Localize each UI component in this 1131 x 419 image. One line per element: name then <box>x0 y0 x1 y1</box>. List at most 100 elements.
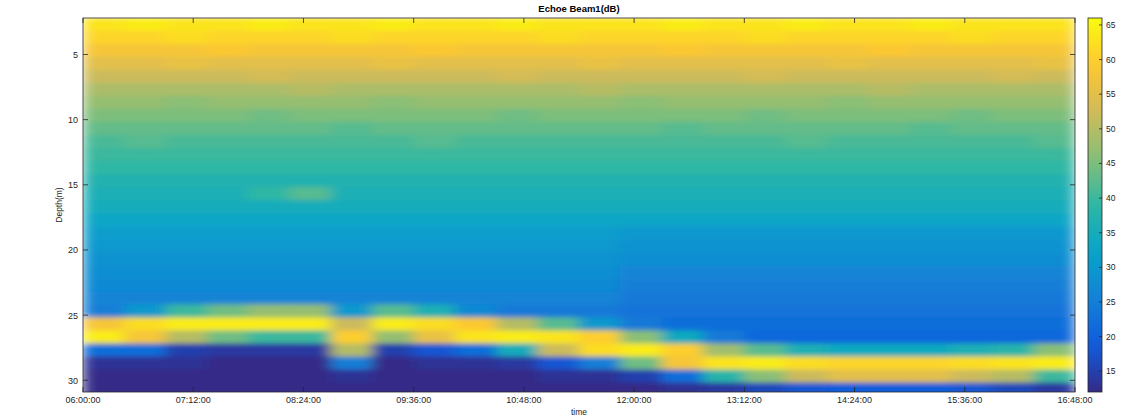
colorbar-tick-label: 40 <box>1106 193 1116 203</box>
heatmap-cell <box>1033 265 1075 279</box>
heatmap-cell <box>413 57 455 71</box>
x-tick <box>744 387 745 392</box>
heatmap-cell <box>413 96 455 110</box>
x-tick <box>854 18 855 23</box>
colorbar-tick <box>1099 94 1102 95</box>
heatmap-cell <box>496 135 538 149</box>
heatmap-cell <box>909 265 951 279</box>
heatmap-cell <box>909 213 951 227</box>
heatmap-cell <box>951 304 993 318</box>
heatmap-cell <box>496 330 538 344</box>
heatmap-cell <box>207 383 249 392</box>
heatmap-cell <box>331 96 373 110</box>
heatmap-cell <box>992 330 1034 344</box>
y-tick-label: 15 <box>68 180 78 190</box>
x-tick <box>634 387 635 392</box>
heatmap-cell <box>372 18 414 31</box>
heatmap-cell <box>289 200 331 214</box>
heatmap-cell <box>868 226 910 240</box>
x-tick <box>634 18 635 23</box>
heatmap-cell <box>744 161 786 175</box>
heatmap-cell <box>455 148 497 162</box>
heatmap-cell <box>124 239 166 253</box>
heatmap-cell <box>744 278 786 292</box>
heatmap-cell <box>992 187 1034 201</box>
heatmap-cell <box>455 317 497 331</box>
heatmap-cell <box>248 213 290 227</box>
heatmap-cell <box>165 278 207 292</box>
heatmap-cell <box>703 278 745 292</box>
heatmap-cell <box>868 96 910 110</box>
colorbar <box>1088 18 1102 392</box>
heatmap-cell <box>537 226 579 240</box>
heatmap-cell <box>1033 96 1075 110</box>
heatmap-cell <box>744 200 786 214</box>
heatmap-cell <box>537 291 579 305</box>
heatmap-cell <box>372 187 414 201</box>
heatmap-cell <box>620 291 662 305</box>
heatmap-cell <box>124 83 166 97</box>
heatmap-cell <box>413 44 455 58</box>
heatmap-cell <box>703 83 745 97</box>
heatmap-cell <box>951 174 993 188</box>
heatmap-cell <box>620 44 662 58</box>
heatmap-cell <box>207 304 249 318</box>
heatmap-cell <box>827 383 869 392</box>
heatmap-cell <box>661 57 703 71</box>
heatmap-cell <box>124 96 166 110</box>
heatmap-cell <box>124 291 166 305</box>
heatmap-cell <box>620 83 662 97</box>
heatmap-cell <box>579 278 621 292</box>
heatmap-cell <box>744 135 786 149</box>
heatmap-cell <box>289 357 331 371</box>
heatmap-cell <box>744 383 786 392</box>
plot-frame <box>83 18 1075 392</box>
heatmap-cell <box>1033 239 1075 253</box>
heatmap-cell <box>744 291 786 305</box>
heatmap-cell <box>124 70 166 84</box>
heatmap-cell <box>951 18 993 31</box>
heatmap-cell <box>413 148 455 162</box>
heatmap-cell <box>207 96 249 110</box>
heatmap-cell <box>372 57 414 71</box>
heatmap-cell <box>248 265 290 279</box>
heatmap-cell <box>455 135 497 149</box>
heatmap-cell <box>83 383 125 392</box>
heatmap-cell <box>703 122 745 136</box>
heatmap-cell <box>207 252 249 266</box>
heatmap-cell <box>785 122 827 136</box>
heatmap-cell <box>165 109 207 123</box>
heatmap-cell <box>124 304 166 318</box>
heatmap-cell <box>909 226 951 240</box>
heatmap-cell <box>248 357 290 371</box>
heatmap-cell <box>909 161 951 175</box>
heatmap-cell <box>83 31 125 45</box>
x-tick <box>193 387 194 392</box>
heatmap-cell <box>331 70 373 84</box>
heatmap-cell <box>413 370 455 384</box>
heatmap-cell <box>165 31 207 45</box>
heatmap-cell <box>992 83 1034 97</box>
heatmap-cell <box>620 383 662 392</box>
heatmap-cell <box>785 96 827 110</box>
heatmap-cell <box>951 226 993 240</box>
heatmap-cell <box>289 161 331 175</box>
heatmap-cell <box>496 317 538 331</box>
x-tick <box>523 18 524 23</box>
heatmap-cell <box>661 343 703 357</box>
x-tick <box>303 18 304 23</box>
heatmap-cell <box>909 239 951 253</box>
heatmap-cell <box>496 122 538 136</box>
heatmap-cell <box>496 383 538 392</box>
heatmap-cell <box>744 96 786 110</box>
heatmap-cell <box>1033 44 1075 58</box>
heatmap-cell <box>661 291 703 305</box>
heatmap-cell <box>992 44 1034 58</box>
heatmap-cell <box>413 122 455 136</box>
heatmap-cell <box>372 31 414 45</box>
heatmap-cell <box>992 161 1034 175</box>
heatmap-cell <box>372 291 414 305</box>
heatmap-cell <box>248 383 290 392</box>
heatmap-cell <box>827 57 869 71</box>
heatmap-cell <box>248 343 290 357</box>
